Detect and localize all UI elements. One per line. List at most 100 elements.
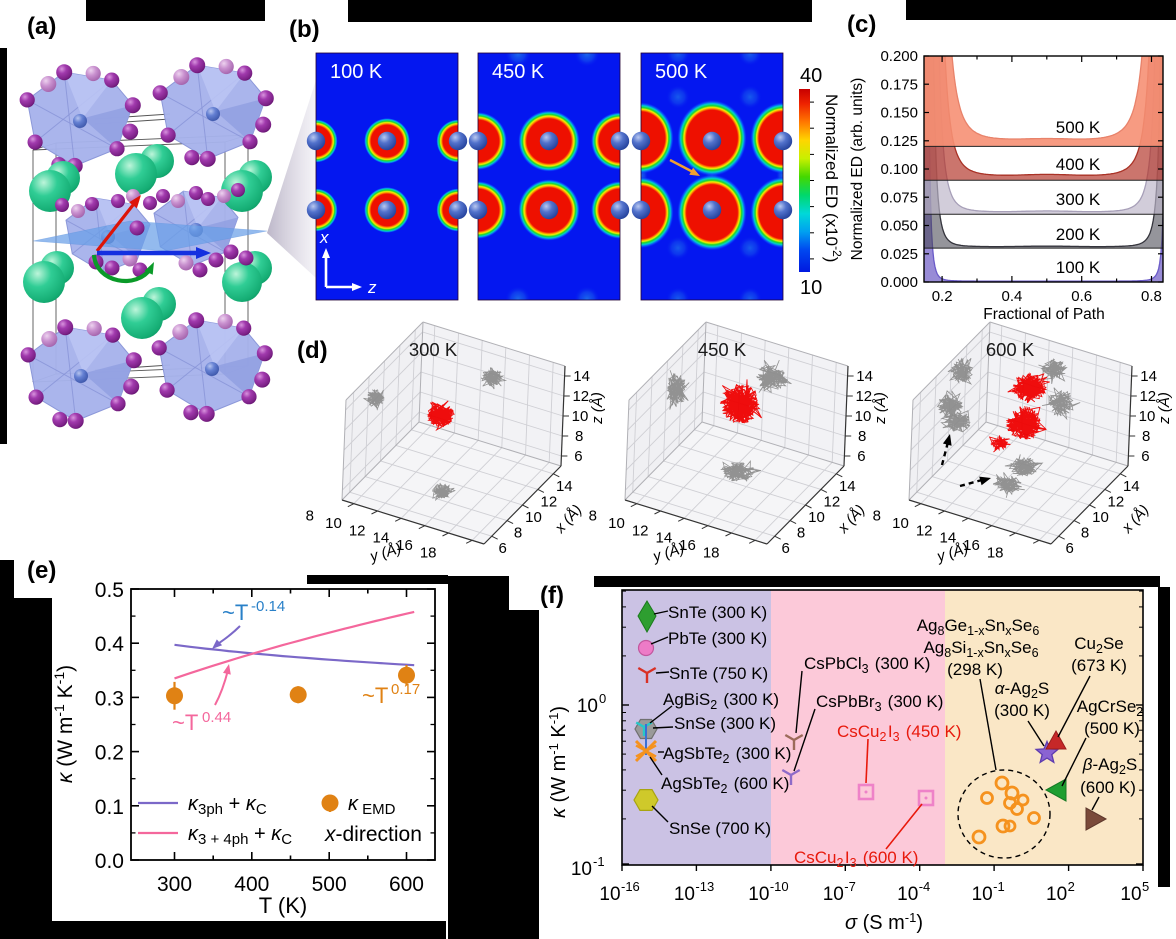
- svg-text:14: 14: [1140, 368, 1157, 385]
- svg-text:12: 12: [541, 493, 558, 510]
- svg-text:0.0: 0.0: [95, 850, 124, 873]
- svg-text:500: 500: [312, 873, 347, 896]
- svg-text:(f): (f): [540, 582, 564, 609]
- svg-text:8: 8: [797, 525, 805, 542]
- svg-text:α-Ag2S: α-Ag2S: [995, 679, 1049, 701]
- svg-text:~T: ~T: [222, 600, 248, 625]
- svg-text:300 K: 300 K: [1056, 190, 1101, 209]
- svg-text:Fractional of Path: Fractional of Path: [983, 306, 1104, 323]
- svg-text:~T: ~T: [172, 710, 198, 735]
- svg-text:(c): (c): [847, 11, 876, 38]
- svg-text:0.200: 0.200: [880, 48, 918, 65]
- svg-text:10: 10: [800, 277, 822, 299]
- svg-text:(673 K): (673 K): [1071, 656, 1127, 675]
- svg-text:10: 10: [823, 884, 844, 905]
- svg-text:-1: -1: [993, 879, 1005, 894]
- svg-text:0.025: 0.025: [880, 246, 918, 263]
- svg-text:500 K: 500 K: [655, 61, 708, 83]
- svg-text:~T: ~T: [362, 683, 388, 708]
- svg-text:5: 5: [1142, 879, 1149, 894]
- svg-text:8: 8: [575, 428, 583, 445]
- svg-text:10: 10: [1046, 884, 1067, 905]
- svg-text:6: 6: [499, 540, 507, 557]
- svg-text:CsPbBr3 (300 K): CsPbBr3 (300 K): [816, 692, 943, 714]
- svg-text:10: 10: [325, 515, 342, 532]
- svg-text:-7: -7: [844, 879, 856, 894]
- svg-text:0.175: 0.175: [880, 76, 918, 93]
- svg-text:14: 14: [556, 478, 573, 495]
- svg-text:12: 12: [824, 493, 841, 510]
- svg-text:18: 18: [703, 544, 720, 561]
- svg-text:12: 12: [1108, 493, 1125, 510]
- svg-text:14: 14: [655, 530, 672, 547]
- svg-text:x: x: [319, 228, 329, 247]
- svg-text:0.2: 0.2: [932, 288, 953, 305]
- svg-text:Normalized ED (x10-2): Normalized ED (x10-2): [822, 94, 844, 262]
- svg-text:500 K: 500 K: [1056, 118, 1101, 137]
- svg-text:14: 14: [372, 530, 389, 547]
- svg-text:16: 16: [679, 537, 696, 554]
- svg-text:14: 14: [856, 368, 873, 385]
- svg-text:2: 2: [1068, 879, 1075, 894]
- svg-text:AgSbTe2 (300 K): AgSbTe2 (300 K): [663, 744, 791, 766]
- svg-text:6: 6: [1066, 540, 1074, 557]
- svg-text:10: 10: [1139, 408, 1156, 425]
- svg-text:CsCu2 I3 (600 K): CsCu2 I3 (600 K): [794, 848, 918, 870]
- svg-text:κ3 + 4ph + κC: κ3 + 4ph + κC: [188, 823, 292, 848]
- svg-text:12: 12: [572, 388, 589, 405]
- svg-text:AgBiS2 (300 K): AgBiS2 (300 K): [663, 690, 779, 712]
- svg-text:600: 600: [389, 873, 424, 896]
- svg-text:10: 10: [972, 884, 993, 905]
- svg-text:300 K: 300 K: [409, 339, 458, 360]
- svg-text:0.150: 0.150: [880, 105, 918, 122]
- svg-text:CsCu2 I3 (450 K): CsCu2 I3 (450 K): [837, 722, 961, 744]
- svg-text:0.075: 0.075: [880, 189, 918, 206]
- svg-text:8: 8: [589, 508, 597, 525]
- svg-text:0.6: 0.6: [1071, 288, 1092, 305]
- svg-text:0.17: 0.17: [391, 681, 420, 698]
- svg-text:-16: -16: [621, 879, 640, 894]
- svg-text:SnTe (750 K): SnTe (750 K): [669, 664, 768, 683]
- svg-text:18: 18: [987, 544, 1004, 561]
- svg-text:0.4: 0.4: [95, 633, 125, 656]
- svg-text:0.1: 0.1: [95, 796, 124, 819]
- svg-text:AgSbTe2 (600 K): AgSbTe2 (600 K): [661, 774, 789, 796]
- svg-text:10: 10: [608, 515, 625, 532]
- svg-text:(a): (a): [27, 13, 56, 40]
- svg-text:(d): (d): [297, 337, 328, 364]
- svg-text:14: 14: [573, 368, 590, 385]
- svg-text:8: 8: [873, 508, 881, 525]
- svg-text:8: 8: [514, 525, 522, 542]
- svg-text:6: 6: [857, 448, 865, 465]
- svg-text:10: 10: [525, 509, 542, 526]
- svg-text:SnSe (300 K): SnSe (300 K): [674, 714, 776, 733]
- svg-text:10: 10: [1092, 509, 1109, 526]
- svg-text:14: 14: [939, 530, 956, 547]
- svg-text:100 K: 100 K: [330, 61, 383, 83]
- svg-text:0.5: 0.5: [95, 579, 124, 602]
- svg-text:Cu2​Se: Cu2​Se: [1074, 634, 1123, 656]
- svg-text:40: 40: [800, 65, 822, 87]
- svg-text:8: 8: [1081, 525, 1089, 542]
- svg-text:κ3ph + κC: κ3ph + κC: [188, 793, 267, 818]
- svg-text:12: 12: [1139, 388, 1156, 405]
- svg-text:(600 K): (600 K): [1080, 778, 1136, 797]
- svg-text:(298 K): (298 K): [947, 660, 1003, 679]
- svg-text:(500 K): (500 K): [1084, 719, 1140, 738]
- svg-text:450 K: 450 K: [492, 61, 545, 83]
- svg-text:400 K: 400 K: [1056, 155, 1101, 174]
- svg-text:SnTe (300 K): SnTe (300 K): [668, 603, 767, 622]
- svg-text:z: z: [367, 278, 377, 297]
- svg-text:0.44: 0.44: [202, 709, 231, 726]
- svg-text:200 K: 200 K: [1056, 225, 1101, 244]
- svg-text:14: 14: [1123, 478, 1140, 495]
- svg-text:10: 10: [599, 884, 620, 905]
- svg-text:10: 10: [577, 696, 598, 717]
- svg-text:-10: -10: [770, 879, 789, 894]
- svg-text:z (Å): z (Å): [872, 392, 889, 425]
- svg-text:0.000: 0.000: [880, 274, 918, 291]
- svg-text:(e): (e): [27, 557, 56, 584]
- svg-text:400: 400: [234, 873, 269, 896]
- svg-text:AgCrSe2​: AgCrSe2​: [1077, 697, 1144, 719]
- svg-text:100 K: 100 K: [1056, 258, 1101, 277]
